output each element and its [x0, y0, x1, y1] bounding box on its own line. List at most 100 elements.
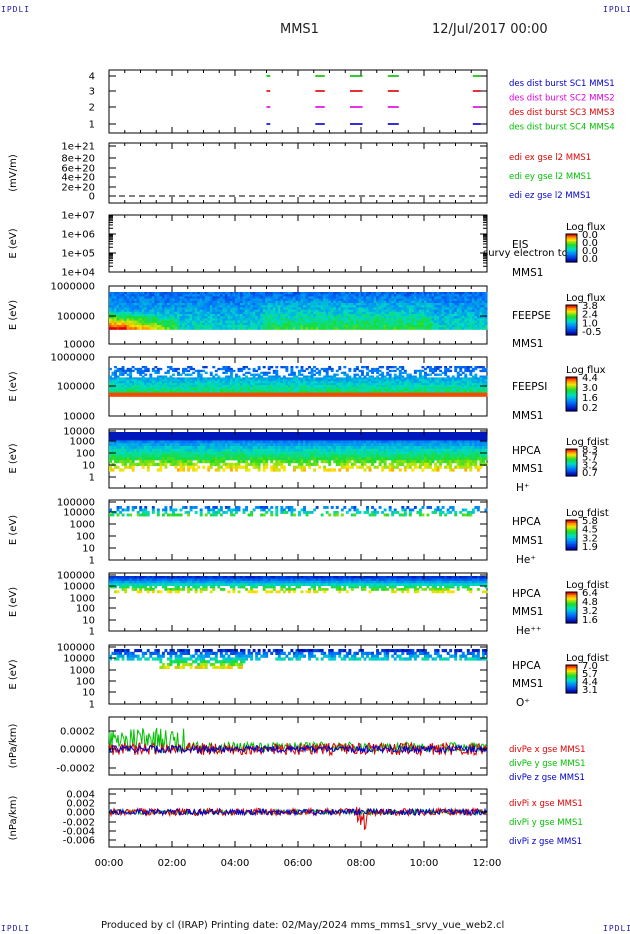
spectrogram-cell	[444, 373, 448, 376]
spectrogram-cell	[325, 307, 329, 310]
spectrogram-cell	[371, 311, 374, 315]
spectrogram-cell	[323, 369, 327, 373]
spectrogram-cell	[451, 379, 455, 382]
spectrogram-cell	[444, 322, 448, 326]
spectrogram-cell	[154, 296, 158, 299]
spectrogram-cell	[318, 294, 322, 297]
burst-segment	[349, 106, 363, 108]
spectrogram-cell	[353, 383, 357, 386]
spectrogram-cell	[144, 385, 148, 388]
spectrogram-cell	[444, 325, 448, 328]
spectrogram-cell	[340, 325, 344, 328]
spectrogram-cell	[144, 300, 148, 304]
legend-entry: des dist burst SC3 MMS3	[509, 108, 615, 118]
spectrogram-cell	[368, 394, 372, 397]
spectrogram-cell	[345, 377, 349, 380]
spectrogram-cell	[262, 316, 266, 319]
spectrogram-cell	[320, 392, 324, 395]
spectrogram-cell	[484, 300, 488, 304]
spectrogram-cell	[245, 318, 248, 321]
spectrogram-cell	[431, 386, 435, 390]
spectrogram-cell	[406, 390, 410, 393]
spectrogram-cell	[146, 383, 150, 386]
spectrogram-cell	[451, 307, 455, 310]
spectrogram-cell	[151, 305, 155, 308]
spectrogram-cell	[335, 296, 339, 299]
spectrogram-cell	[134, 367, 138, 371]
spectrogram-cell	[285, 298, 289, 302]
spectrogram-cell	[229, 296, 233, 299]
spectrogram-cell	[391, 386, 395, 390]
spectrogram-cell	[300, 316, 304, 319]
spectrogram-cell	[235, 386, 238, 390]
spectrogram-cell	[411, 394, 415, 397]
spectrogram-cell	[408, 325, 412, 328]
spectrogram-cell	[315, 379, 319, 382]
spectrogram-cell	[124, 381, 128, 384]
spectrogram-cell	[182, 392, 185, 395]
spectrogram-cell	[260, 309, 264, 313]
spectrogram-cell	[318, 316, 322, 319]
spectrogram-cell	[292, 322, 296, 326]
spectrogram-cell	[255, 311, 259, 315]
spectrogram-cell	[413, 305, 417, 308]
spectrogram-cell	[179, 322, 183, 326]
spectrogram-cell	[149, 307, 153, 310]
colorbar-cell	[566, 243, 577, 246]
spectrogram-cell	[202, 383, 206, 386]
spectrogram-cell	[298, 292, 301, 295]
spectrogram-cell	[199, 298, 203, 302]
spectrogram-cell	[325, 309, 329, 313]
spectrogram-cell	[313, 377, 317, 380]
spectrogram-cell	[303, 325, 306, 328]
spectrogram-cell	[383, 316, 387, 319]
spectrogram-cell	[303, 379, 306, 382]
spectrogram-cell	[449, 394, 453, 397]
spectrogram-cell	[295, 303, 299, 306]
spectrogram-cell	[222, 367, 226, 371]
spectrogram-cell	[151, 325, 155, 328]
spectrogram-cell	[149, 316, 153, 319]
spectrogram-cell	[229, 377, 233, 380]
spectrogram-cell	[315, 388, 319, 392]
spectrogram-cell	[114, 381, 117, 384]
spectrogram-cell	[363, 309, 367, 313]
spectrogram-cell	[313, 303, 317, 306]
spectrogram-cell	[466, 296, 470, 299]
spectrogram-cell	[315, 298, 319, 302]
spectrogram-cell	[136, 305, 140, 308]
spectrogram-cell	[219, 327, 223, 330]
spectrogram-cell	[424, 381, 427, 384]
spectrogram-cell	[199, 373, 203, 376]
spectrogram-cell	[255, 383, 259, 386]
spectrogram-cell	[119, 385, 122, 388]
spectrogram-cell	[303, 327, 306, 330]
spectrogram-cell	[401, 294, 405, 297]
spectrogram-cell	[358, 309, 362, 313]
spectrogram-cell	[197, 292, 201, 295]
spectrogram-cell	[262, 381, 266, 384]
spectrogram-cell	[224, 309, 228, 313]
burst-segment	[315, 106, 325, 108]
spectrogram-cell	[323, 305, 327, 308]
spectrogram-cell	[212, 305, 216, 308]
spectrogram-cell	[166, 369, 170, 373]
spectrogram-cell	[411, 322, 415, 326]
spectrogram-cell	[179, 377, 183, 380]
spectrogram-cell	[391, 366, 395, 369]
spectrogram-cell	[267, 390, 271, 393]
spectrogram-cell	[358, 292, 362, 295]
spectrogram-cell	[308, 296, 311, 299]
spectrogram-cell	[217, 385, 221, 388]
spectrogram-cell	[363, 377, 367, 380]
spectrogram-cell	[146, 327, 150, 330]
spectrogram-cell	[169, 292, 173, 295]
spectrogram-cell	[305, 320, 309, 324]
spectrogram-cell	[358, 296, 362, 299]
spectrogram-cell	[469, 296, 473, 299]
spectrogram-cell	[282, 394, 286, 397]
spectrogram-cell	[119, 311, 122, 315]
spectrogram-cell	[461, 394, 465, 397]
spectrogram-cell	[177, 316, 180, 319]
spectrogram-cell	[310, 311, 314, 315]
